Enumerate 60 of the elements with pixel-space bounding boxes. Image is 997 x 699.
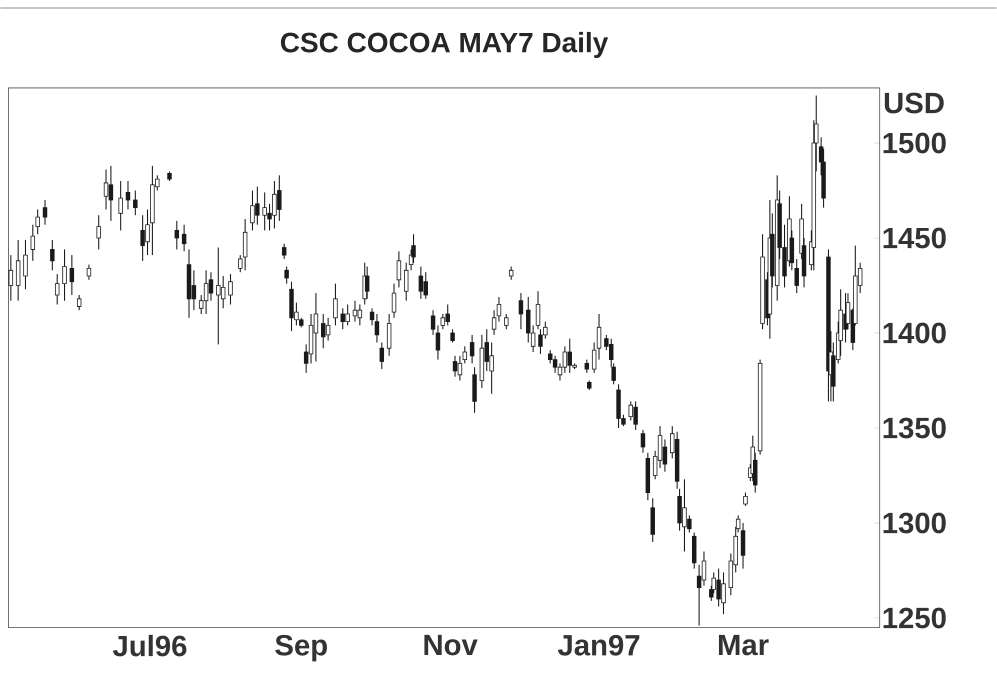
y-tick-label: 1400 — [884, 322, 946, 344]
candlestick — [508, 266, 514, 280]
candlestick — [76, 294, 82, 311]
x-tick-label: Jul96 — [112, 634, 186, 656]
x-tick-label: Jan97 — [558, 634, 640, 656]
y-tick-label: 1300 — [884, 512, 946, 534]
chart-title: CSC COCOA MAY7 Daily — [280, 32, 608, 58]
candlestick — [392, 282, 396, 318]
candlestick — [42, 199, 48, 226]
candlestick — [374, 313, 380, 343]
candlestick — [133, 190, 138, 216]
candlestick — [592, 342, 596, 374]
candlestick — [794, 258, 799, 294]
candlestick — [23, 239, 28, 290]
y-axis-title: USD — [884, 92, 944, 114]
candlestick — [584, 358, 590, 374]
y-tick-label: 1250 — [884, 607, 946, 628]
candlestick — [380, 342, 384, 370]
y-tick-label: 1350 — [884, 417, 946, 438]
candlestick — [228, 273, 233, 305]
candlestick — [174, 220, 180, 250]
candlestick — [333, 282, 338, 326]
candlestick — [470, 334, 474, 364]
candlestick — [238, 254, 242, 273]
candlestick — [518, 292, 524, 330]
candlestick — [86, 264, 92, 280]
x-tick-label: Sep — [275, 634, 327, 662]
candlestick — [282, 242, 286, 260]
x-tick-label: Mar — [718, 634, 769, 656]
candlestick — [8, 254, 14, 302]
candlestick — [640, 429, 646, 454]
candlestick — [126, 180, 130, 210]
candlestick — [118, 180, 123, 231]
candlestick — [450, 328, 455, 343]
candlestick — [396, 250, 402, 288]
candlestick — [587, 380, 592, 390]
candlestick — [50, 239, 55, 271]
candlestick — [70, 254, 74, 296]
candlestick — [743, 492, 748, 506]
y-tick-label: 1500 — [884, 132, 946, 154]
x-tick-label: Nov — [424, 634, 478, 656]
candlestick — [54, 273, 60, 305]
candlestick — [284, 266, 289, 284]
candlestick — [436, 324, 440, 360]
candlestick — [370, 308, 374, 326]
candlestick — [462, 346, 468, 364]
candlestick — [30, 224, 36, 262]
candlestick — [182, 224, 186, 252]
candlestick — [404, 262, 408, 302]
candlestick — [430, 309, 436, 336]
y-tick-label: 1450 — [884, 227, 946, 248]
candlestick — [62, 248, 67, 302]
candlestick — [167, 170, 172, 182]
candlestick — [496, 296, 502, 322]
candlestick — [492, 309, 496, 336]
candlestick — [96, 214, 101, 250]
candlestick — [504, 313, 509, 330]
candlestick — [35, 208, 40, 235]
candlestick — [596, 313, 602, 360]
candlestick — [536, 290, 540, 330]
